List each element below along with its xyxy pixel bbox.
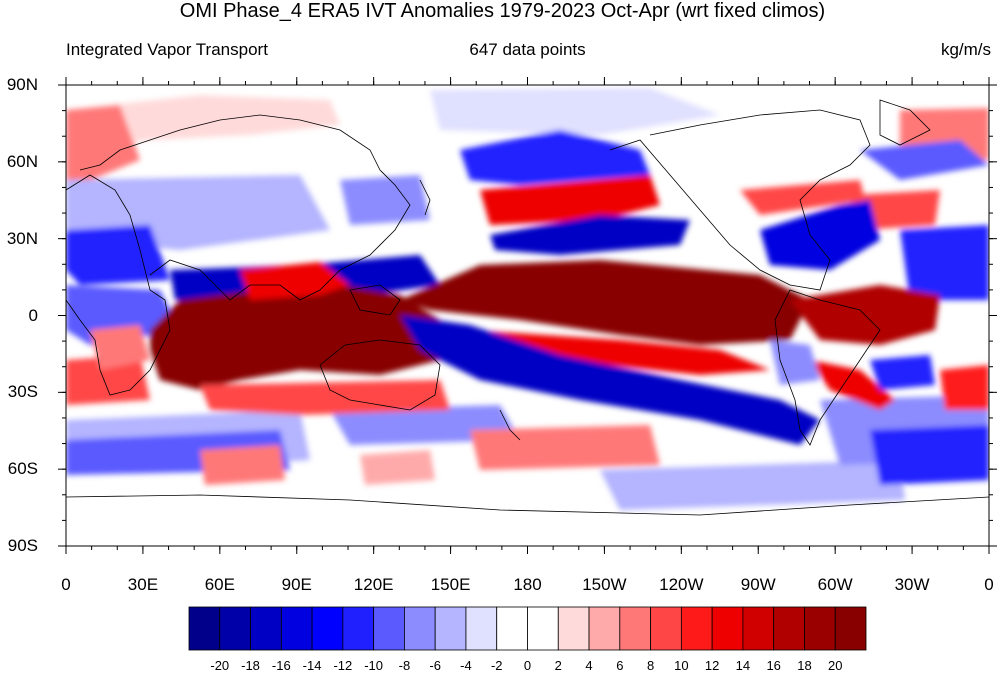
colorbar-label: -14 — [302, 658, 322, 673]
colorbar-swatch — [373, 606, 405, 651]
colorbar — [188, 606, 867, 651]
colorbar-label: -8 — [398, 658, 411, 673]
latitude-label: 0 — [28, 305, 38, 325]
figure-title: OMI Phase_4 ERA5 IVT Anomalies 1979-2023… — [179, 0, 826, 22]
latitude-label: 60S — [7, 459, 38, 479]
latitude-label: 60N — [6, 151, 38, 171]
longitude-label: 120E — [353, 575, 394, 594]
colorbar-label: 4 — [585, 658, 593, 673]
longitude-label: 30W — [894, 575, 930, 594]
colorbar-label: 12 — [704, 658, 720, 673]
colorbar-swatch — [311, 606, 344, 651]
colorbar-label: -10 — [364, 658, 384, 673]
colorbar-label: -4 — [460, 658, 472, 673]
colorbar-label: -16 — [271, 658, 291, 673]
longitude-label: 60E — [204, 575, 235, 594]
colorbar-swatch — [680, 606, 713, 651]
coastlines — [66, 99, 989, 516]
latitude-label: 90S — [7, 536, 38, 555]
longitude-label: 0 — [984, 575, 994, 594]
colorbar-label: 6 — [616, 658, 624, 673]
longitude-label: 30E — [127, 575, 159, 594]
units-label: kg/m/s — [940, 40, 991, 59]
colorbar-label: 2 — [554, 658, 562, 673]
colorbar-swatch — [650, 606, 682, 651]
longitude-label: 90W — [740, 575, 776, 594]
longitude-label: 120W — [659, 575, 704, 594]
colorbar-label: 10 — [674, 658, 689, 673]
colorbar-swatch — [434, 606, 467, 651]
latitude-label: 90N — [6, 75, 38, 94]
colorbar-label: -18 — [241, 658, 260, 673]
colorbar-swatch — [280, 606, 313, 651]
colorbar-swatch — [588, 606, 621, 651]
colorbar-swatch — [557, 606, 590, 651]
anomaly-field — [66, 88, 989, 510]
colorbar-swatch — [219, 606, 251, 651]
colorbar-swatch — [465, 606, 498, 651]
colorbar-label: 16 — [766, 658, 781, 673]
colorbar-swatch — [404, 606, 436, 651]
longitude-label: 90E — [281, 575, 312, 594]
colorbar-swatch — [250, 606, 282, 651]
colorbar-swatch — [188, 606, 221, 651]
colorbar-swatch — [527, 606, 559, 651]
colorbar-label: -20 — [210, 658, 230, 673]
longitude-label: 60W — [817, 575, 853, 594]
longitude-label: 150W — [582, 575, 627, 594]
colorbar-swatch — [342, 606, 375, 651]
colorbar-swatch — [804, 606, 836, 651]
longitude-label: 150E — [430, 575, 471, 594]
colorbar-label: -12 — [333, 658, 353, 673]
colorbar-swatch — [496, 606, 528, 651]
colorbar-label: -2 — [490, 658, 503, 673]
colorbar-swatch — [711, 606, 744, 651]
data-points-label: 647 data points — [469, 40, 586, 59]
longitude-label: 0 — [61, 575, 71, 594]
variable-label: Integrated Vapor Transport — [66, 40, 268, 59]
latitude-label: 30S — [7, 382, 38, 402]
colorbar-swatch — [834, 606, 867, 651]
colorbar-label: 14 — [735, 658, 751, 673]
latitude-label: 30N — [6, 228, 38, 248]
colorbar-label: -6 — [429, 658, 441, 673]
map-panel — [58, 77, 997, 554]
colorbar-swatch — [619, 606, 651, 651]
colorbar-label: 20 — [827, 658, 843, 673]
colorbar-swatch — [742, 606, 775, 651]
colorbar-label: 18 — [797, 658, 812, 673]
longitude-label: 180 — [513, 575, 542, 594]
colorbar-label: 0 — [523, 658, 532, 673]
colorbar-label: 8 — [646, 658, 655, 673]
colorbar-swatch — [773, 606, 805, 651]
